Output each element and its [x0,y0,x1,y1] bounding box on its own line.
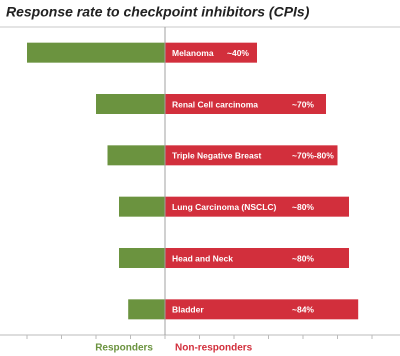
legend-label: Non-responders [175,343,253,354]
category-label: Triple Negative Breast [172,151,261,161]
value-label: ~70% [292,99,314,109]
chart-title: Response rate to checkpoint inhibitors (… [6,4,310,20]
bar [165,94,326,114]
value-label: ~84% [292,305,314,315]
bar [165,145,338,166]
value-label: ~80% [292,202,314,212]
bar [165,42,257,63]
bar [165,196,349,217]
bar [165,299,359,320]
category-label: Renal Cell carcinoma [172,99,258,109]
bar [107,145,165,166]
category-label: Head and Neck [172,253,233,263]
category-label: Melanoma [172,48,214,58]
category-label: Lung Carcinoma (NSCLC) [172,202,277,212]
legend-label: Responders [95,343,153,354]
value-label: ~70%-80% [292,151,334,161]
bar [119,196,165,217]
bar [96,94,165,114]
category-label: Bladder [172,305,204,315]
bar [119,248,165,268]
bar [165,248,349,268]
value-label: ~80% [292,253,314,263]
bar [128,299,165,320]
value-label: ~40% [227,48,249,58]
bar [27,42,165,63]
